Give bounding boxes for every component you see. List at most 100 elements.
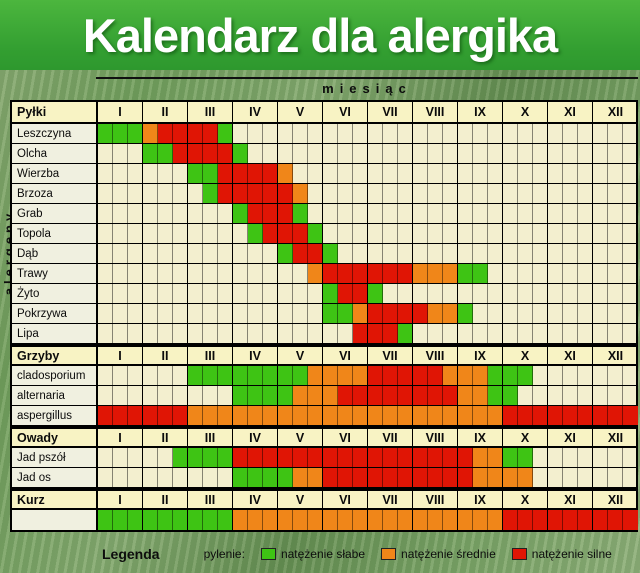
month-header: VII <box>368 491 413 508</box>
calendar-cell <box>263 510 278 530</box>
section-header-row: Owady I II III IV V VI VII VIII IX X XI XII <box>12 426 636 448</box>
calendar-cell <box>608 204 623 223</box>
calendar-cell <box>248 264 263 283</box>
month-header: VI <box>323 491 368 508</box>
calendar-cell <box>623 184 638 203</box>
calendar-cell <box>158 304 173 323</box>
allergen-row: Lipa <box>12 324 636 344</box>
row-label: Żyto <box>12 284 98 303</box>
calendar-cell <box>533 164 548 183</box>
month-header: IX <box>458 491 503 508</box>
month-header: V <box>278 102 323 122</box>
calendar-cell <box>263 304 278 323</box>
calendar-cell <box>338 144 353 163</box>
calendar-cell <box>308 284 323 303</box>
row-label: Trawy <box>12 264 98 283</box>
calendar-cell <box>548 304 563 323</box>
calendar-cell <box>518 144 533 163</box>
calendar-cell <box>593 284 608 303</box>
calendar-cell <box>263 244 278 263</box>
calendar-cell <box>443 244 458 263</box>
calendar-cell <box>398 510 413 530</box>
allergen-row: Żyto <box>12 284 636 304</box>
calendar-cell <box>623 244 638 263</box>
calendar-table: Pyłki I II III IV V VI VII VIII IX X XI XII Leszczyna… <box>10 100 638 532</box>
calendar-cell <box>188 264 203 283</box>
calendar-cell <box>578 224 593 243</box>
calendar-cell <box>263 184 278 203</box>
calendar-cell <box>368 164 383 183</box>
calendar-cell <box>458 448 473 467</box>
calendar-cell <box>203 244 218 263</box>
calendar-cell <box>308 164 323 183</box>
calendar-cell <box>173 284 188 303</box>
calendar-cell <box>593 204 608 223</box>
calendar-cell <box>158 264 173 283</box>
calendar-cell <box>98 510 113 530</box>
month-header: XII <box>607 348 624 363</box>
calendar-cell <box>563 510 578 530</box>
calendar-cell <box>113 366 128 385</box>
calendar-cell <box>293 124 308 143</box>
month-header: IV <box>233 347 278 364</box>
calendar-cell <box>158 406 173 425</box>
calendar-cell <box>278 224 293 243</box>
calendar-cell <box>293 386 308 405</box>
month-header: VI <box>323 429 368 446</box>
calendar-cell <box>368 366 383 385</box>
calendar-cell <box>263 204 278 223</box>
calendar-cell <box>218 304 233 323</box>
calendar-cell <box>353 204 368 223</box>
calendar-cell <box>443 406 458 425</box>
month-header: I <box>98 429 143 446</box>
calendar-cell <box>488 406 503 425</box>
calendar-cell <box>173 386 188 405</box>
calendar-cell <box>278 264 293 283</box>
calendar-cell <box>338 304 353 323</box>
section-header-row: Pyłki I II III IV V VI VII VIII IX X XI XII <box>12 102 636 124</box>
month-header: XI <box>548 102 593 122</box>
calendar-cell <box>368 184 383 203</box>
month-header: IX <box>458 347 503 364</box>
legend-heading: Legenda <box>102 546 160 562</box>
calendar-cell <box>428 304 443 323</box>
calendar-cell <box>458 244 473 263</box>
calendar-cell <box>473 468 488 487</box>
calendar-cell <box>368 406 383 425</box>
calendar-cell <box>623 324 638 343</box>
calendar-cell <box>398 244 413 263</box>
allergen-row: Grab <box>12 204 636 224</box>
calendar-cell <box>173 366 188 385</box>
calendar-cell <box>593 264 608 283</box>
calendar-cell <box>458 406 473 425</box>
calendar-cell <box>458 164 473 183</box>
calendar-cell <box>623 366 638 385</box>
calendar-cell <box>488 164 503 183</box>
calendar-cell <box>143 510 158 530</box>
calendar-cell <box>608 144 623 163</box>
month-header: XII <box>607 430 624 445</box>
row-label: Dąb <box>12 244 98 263</box>
calendar-cell <box>458 224 473 243</box>
calendar-cell <box>323 144 338 163</box>
calendar-cell <box>308 406 323 425</box>
calendar-cell <box>353 304 368 323</box>
calendar-cell <box>248 244 263 263</box>
month-header: VI <box>323 347 368 364</box>
calendar-cell <box>398 386 413 405</box>
calendar-cell <box>128 324 143 343</box>
month-header: IV <box>233 102 278 122</box>
calendar-cell <box>473 244 488 263</box>
calendar-cell <box>128 448 143 467</box>
calendar-cell <box>593 224 608 243</box>
calendar-cell <box>548 386 563 405</box>
calendar-cell <box>398 406 413 425</box>
calendar-cell <box>593 244 608 263</box>
calendar-cell <box>533 144 548 163</box>
calendar-cell <box>323 366 338 385</box>
calendar-cell <box>503 386 518 405</box>
month-header: VIII <box>413 102 458 122</box>
calendar-cell <box>578 406 593 425</box>
calendar-cell <box>128 244 143 263</box>
calendar-cell <box>623 406 638 425</box>
